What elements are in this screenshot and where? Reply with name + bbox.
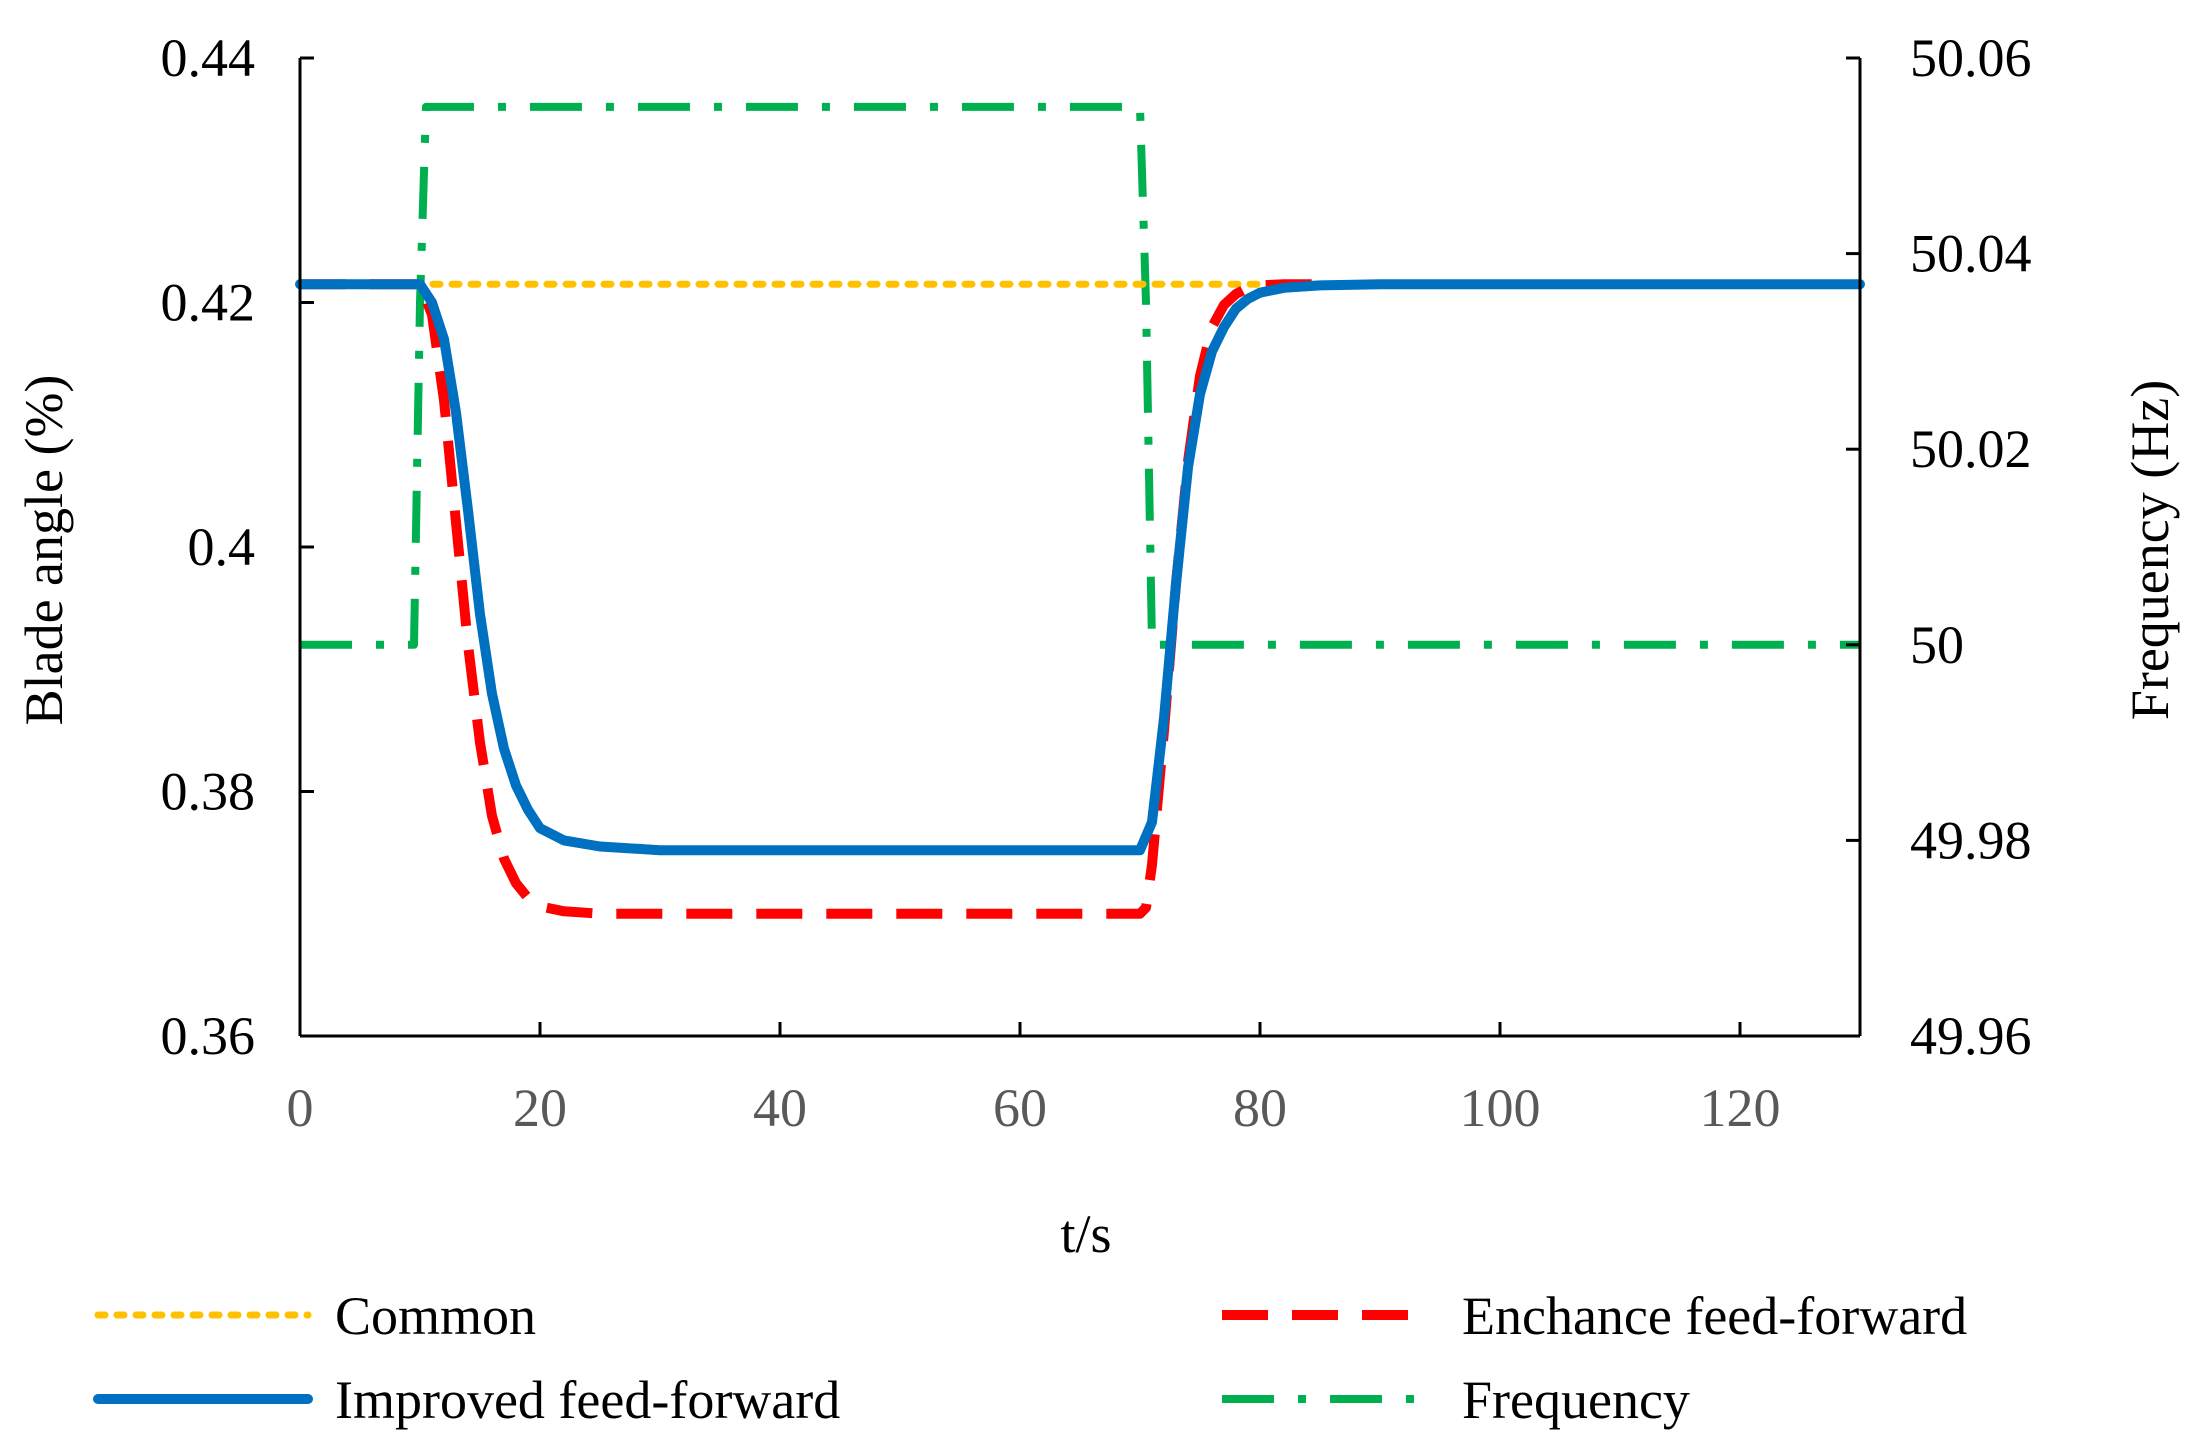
right-y-tick-label: 49.96 [1910, 1006, 2032, 1066]
x-tick-label: 60 [993, 1078, 1047, 1138]
right-y-axis-title: Frequency (Hz) [2120, 380, 2180, 720]
left-y-tick-label: 0.42 [161, 273, 256, 333]
right-y-tick-label: 50.02 [1910, 419, 2032, 479]
legend-label-enchance-feed-forward: Enchance feed-forward [1462, 1286, 1967, 1346]
series-line-frequency [300, 102, 1860, 649]
legend-label-common: Common [335, 1286, 536, 1346]
legend-label-frequency: Frequency [1462, 1370, 1690, 1430]
series-layer [295, 102, 1865, 919]
x-tick-label: 120 [1700, 1078, 1781, 1138]
left-y-tick-label: 0.36 [161, 1006, 256, 1066]
left-y-tick-label: 0.38 [161, 762, 256, 822]
right-y-tick-label: 50 [1910, 615, 1964, 675]
series-line-improved-feed-forward [295, 279, 1865, 856]
series-line-enchance-feed-forward [300, 279, 1320, 919]
legend-label-improved-feed-forward: Improved feed-forward [335, 1370, 840, 1430]
right-y-tick-label: 50.04 [1910, 224, 2032, 284]
x-tick-label: 40 [753, 1078, 807, 1138]
x-tick-label: 100 [1460, 1078, 1541, 1138]
right-y-tick-label: 49.98 [1910, 810, 2032, 870]
left-y-axis-title: Blade angle (%) [14, 375, 74, 726]
left-y-tick-label: 0.4 [188, 517, 256, 577]
axes-layer [298, 56, 1862, 1038]
x-tick-label: 80 [1233, 1078, 1287, 1138]
x-axis-title: t/s [1060, 1204, 1111, 1264]
tick-label-layer: 0 20 40 60 80 100 120 0.36 0.38 0.4 0.42 0.44 49.96 4… [161, 28, 2032, 1138]
left-y-tick-label: 0.44 [161, 28, 256, 88]
x-tick-label: 20 [513, 1078, 567, 1138]
right-y-tick-label: 50.06 [1910, 28, 2032, 88]
legend: Common Enchance feed-forward Improved fe… [93, 1286, 1967, 1430]
x-tick-label: 0 [287, 1078, 314, 1138]
